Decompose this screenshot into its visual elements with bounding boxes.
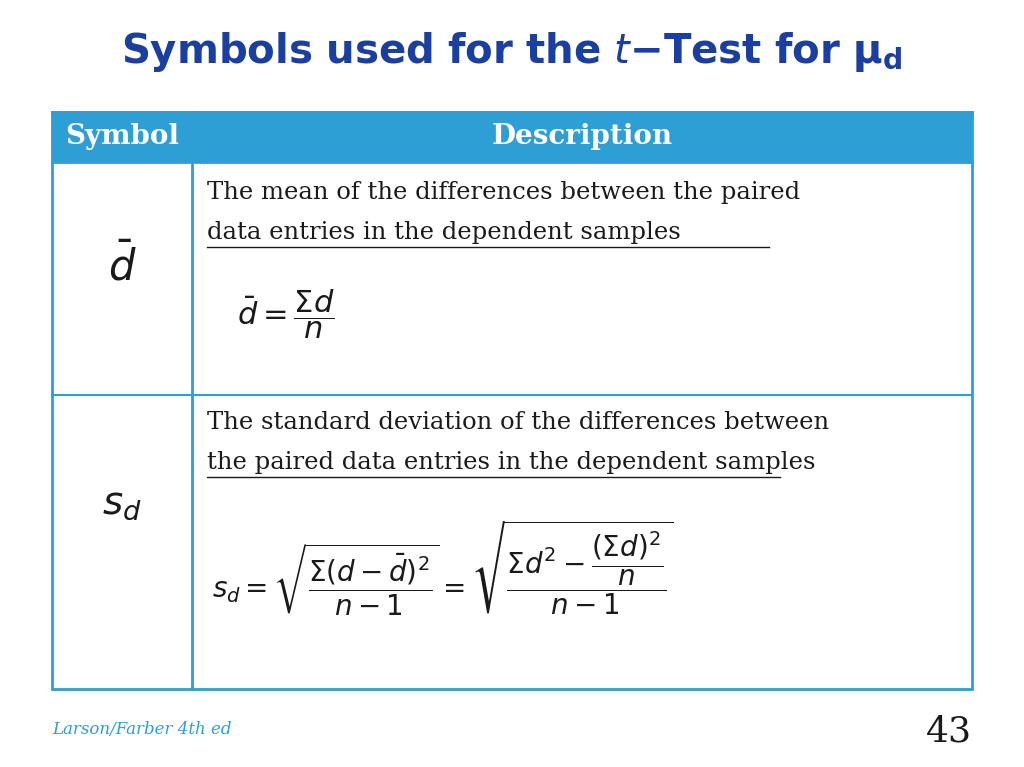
Text: Description: Description [492, 123, 673, 150]
Text: $s_d = \sqrt{\dfrac{\Sigma(d - \bar{d})^2}{n-1}}$$ = \sqrt{\dfrac{\Sigma d^2 - \: $s_d = \sqrt{\dfrac{\Sigma(d - \bar{d})^… [212, 518, 674, 617]
Text: $\bar{d}$: $\bar{d}$ [108, 244, 136, 289]
Bar [52, 112, 972, 162]
Text: Symbol: Symbol [65, 123, 179, 150]
Text: The mean of the differences between the paired: The mean of the differences between the … [207, 180, 800, 203]
Text: $\bar{d} = \dfrac{\Sigma d}{n}$: $\bar{d} = \dfrac{\Sigma d}{n}$ [237, 287, 335, 341]
Text: $s_d$: $s_d$ [102, 486, 142, 522]
Text: The standard deviation of the differences between: The standard deviation of the difference… [207, 412, 829, 434]
Text: data entries in the dependent samples: data entries in the dependent samples [207, 220, 681, 243]
Text: Larson/Farber 4th ed: Larson/Farber 4th ed [52, 720, 231, 738]
Bar [52, 112, 972, 689]
Text: 43: 43 [926, 715, 972, 749]
Text: the paired data entries in the dependent samples: the paired data entries in the dependent… [207, 452, 815, 475]
Text: $\bf{Symbols\ used\ for\ the\ }$$\it{t}$$\bf{-Test\ for\ \mu_d}$: $\bf{Symbols\ used\ for\ the\ }$$\it{t}$… [122, 30, 902, 74]
